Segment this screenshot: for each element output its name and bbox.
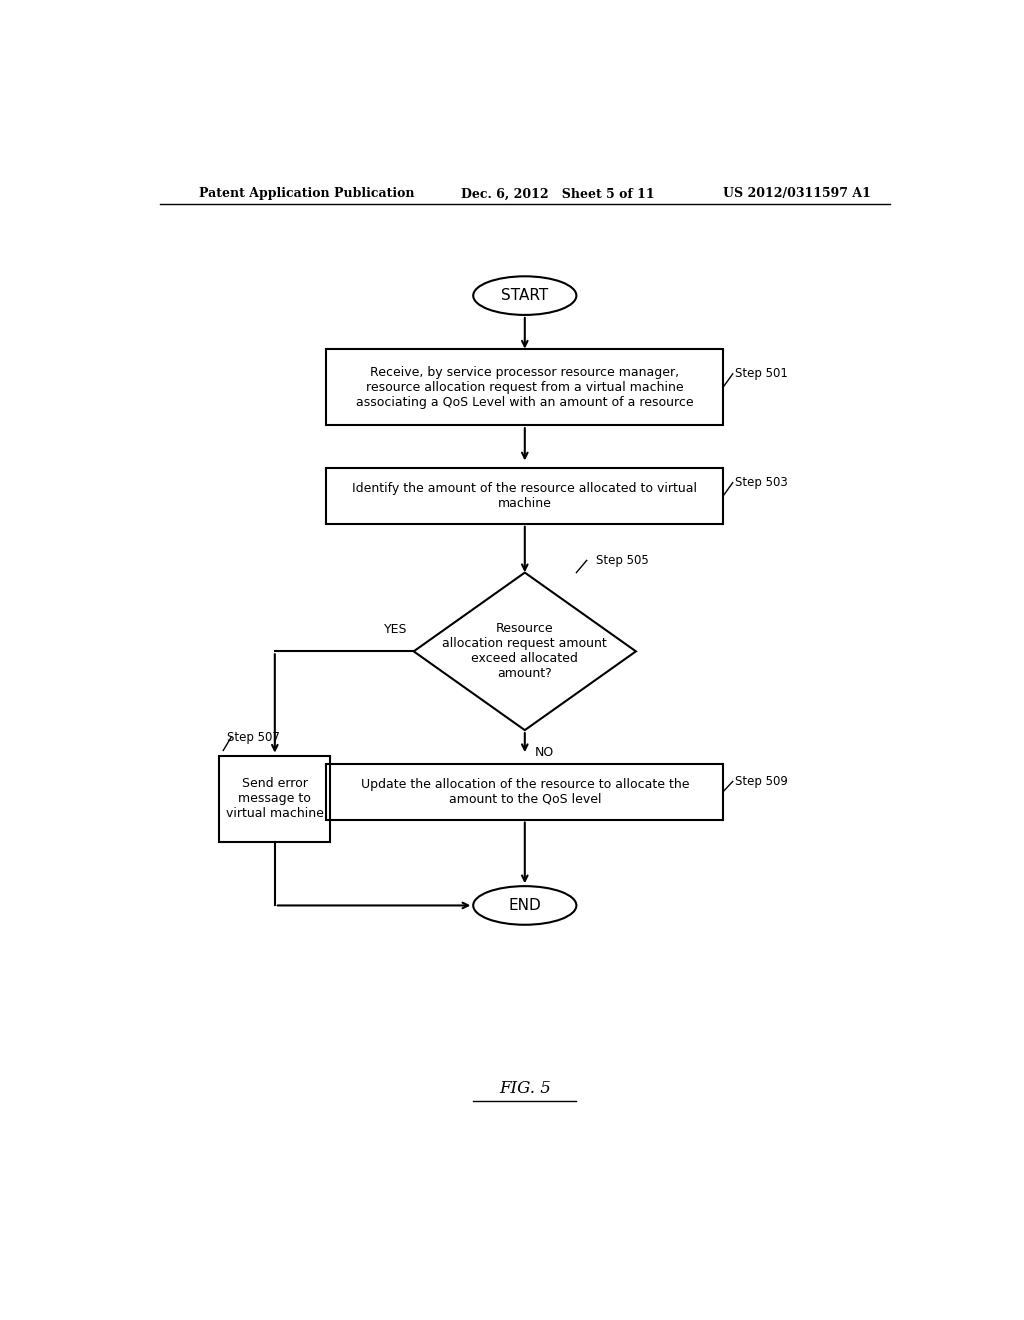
Text: Patent Application Publication: Patent Application Publication [200,187,415,201]
Text: Update the allocation of the resource to allocate the
amount to the QoS level: Update the allocation of the resource to… [360,777,689,805]
Text: US 2012/0311597 A1: US 2012/0311597 A1 [723,187,871,201]
Text: START: START [501,288,549,304]
Text: Step 501: Step 501 [735,367,788,380]
Text: Step 503: Step 503 [735,477,787,490]
Text: Step 505: Step 505 [596,554,649,566]
Text: Dec. 6, 2012   Sheet 5 of 11: Dec. 6, 2012 Sheet 5 of 11 [461,187,655,201]
Text: Step 507: Step 507 [227,731,281,743]
Text: Step 509: Step 509 [735,775,788,788]
Text: NO: NO [535,746,554,759]
Text: Identify the amount of the resource allocated to virtual
machine: Identify the amount of the resource allo… [352,482,697,510]
Text: Resource
allocation request amount
exceed allocated
amount?: Resource allocation request amount excee… [442,622,607,680]
Text: Receive, by service processor resource manager,
resource allocation request from: Receive, by service processor resource m… [356,366,693,409]
Text: YES: YES [384,623,408,636]
Text: END: END [509,898,541,913]
Text: FIG. 5: FIG. 5 [499,1080,551,1097]
Text: Send error
message to
virtual machine: Send error message to virtual machine [226,777,324,820]
